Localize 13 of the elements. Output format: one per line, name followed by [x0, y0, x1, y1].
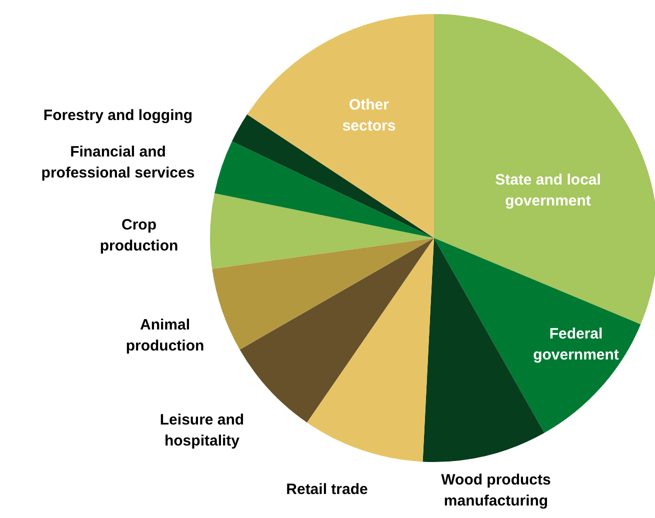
slice-label: Forestry and logging	[43, 107, 193, 124]
slice-label: Retail trade	[286, 481, 368, 498]
slice-label: Other sectors	[342, 96, 396, 134]
pie-slice	[214, 141, 434, 238]
slice-label: Crop production	[100, 216, 178, 254]
slice-label: Federal government	[533, 326, 619, 364]
slice-label: State and local government	[495, 172, 601, 210]
slice-label: Financial and professional services	[41, 144, 195, 182]
slice-label: Leisure and hospitality	[160, 412, 244, 450]
slice-label: Animal production	[126, 316, 204, 354]
pie-slice	[212, 238, 434, 350]
slice-label: Wood products manufacturing	[441, 472, 551, 510]
pie-slice	[232, 114, 434, 238]
